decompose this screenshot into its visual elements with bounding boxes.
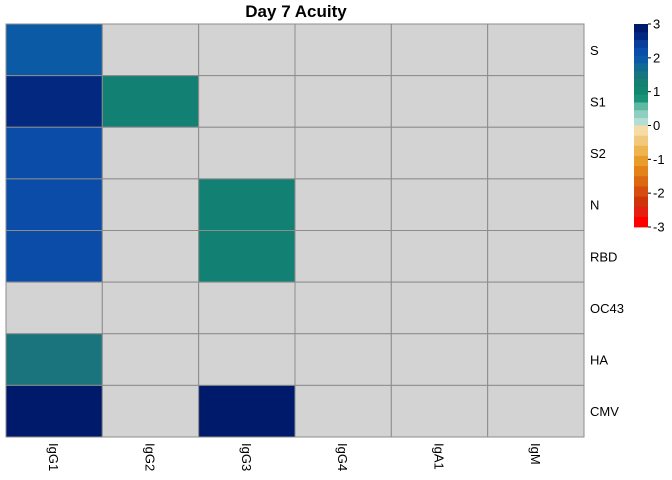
cell-s2-iga1 [390, 126, 489, 180]
legend-swatch-negative [634, 155, 648, 167]
legend-swatch-positive [634, 70, 648, 80]
legend-swatch-positive [634, 102, 648, 111]
cell-ha-igg1 [5, 333, 103, 386]
row-labels: S S1 S2 N RBD OC43 HA CMV [590, 43, 624, 419]
cell-s1-igg1 [5, 75, 103, 128]
column-label-igg4: IgG4 [335, 443, 350, 471]
cell-ha-igg4 [294, 333, 392, 386]
cell-ha-igg2 [101, 333, 200, 386]
cell-s2-igg2 [101, 126, 200, 180]
column-labels: IgG1 IgG2 IgG3 IgG4 IgA1 IgM [46, 443, 543, 471]
cell-s1-igm [487, 75, 585, 128]
cell-cmv-igg2 [101, 384, 200, 438]
column-label-igg1: IgG1 [46, 443, 61, 471]
cell-n-igg4 [294, 178, 392, 231]
cell-rbd-igg3 [198, 230, 296, 283]
cell-s1-igg4 [294, 75, 392, 128]
cell-oc43-iga1 [390, 281, 489, 335]
cell-oc43-igg3 [198, 281, 296, 335]
cell-n-igg2 [101, 178, 200, 231]
cell-s2-igg1 [5, 126, 103, 180]
row-label-s: S [590, 43, 599, 58]
row-label-rbd: RBD [590, 249, 617, 264]
row-label-s2: S2 [590, 146, 606, 161]
heatmap-cells [5, 23, 585, 438]
legend-swatch-positive [634, 63, 648, 72]
cell-s1-igg3 [198, 75, 296, 128]
cell-s-iga1 [390, 23, 489, 77]
cell-cmv-igg3 [198, 384, 296, 438]
legend-swatch-positive [634, 117, 648, 126]
legend-swatch-positive [634, 31, 648, 41]
legend-swatch-negative [634, 176, 648, 187]
cell-s-igm [487, 23, 585, 77]
legend-tick-label: 0 [653, 118, 660, 133]
legend-tick-label: 1 [653, 84, 660, 99]
cell-n-iga1 [390, 178, 489, 231]
legend-tick-label: -2 [653, 186, 665, 201]
cell-s2-igg3 [198, 126, 296, 180]
row-label-n: N [590, 198, 599, 213]
legend-swatch-positive [634, 109, 648, 119]
legend-swatch-positive [634, 39, 648, 48]
legend-swatch-negative [634, 166, 648, 177]
cell-s-igg4 [294, 23, 392, 77]
legend-tick-label: 2 [653, 50, 660, 65]
legend-swatch-positive [634, 94, 648, 103]
legend-tick-label: 3 [653, 17, 660, 32]
legend-swatch-negative [634, 125, 648, 137]
column-label-iga1: IgA1 [432, 443, 447, 470]
legend-swatch-negative [634, 186, 648, 197]
cell-s2-igm [487, 126, 585, 180]
cell-s1-igg2 [101, 75, 200, 128]
cell-rbd-igm [487, 230, 585, 283]
cell-cmv-igg1 [5, 384, 103, 438]
legend-swatch-negative [634, 135, 648, 147]
row-label-ha: HA [590, 353, 608, 368]
cell-n-igm [487, 178, 585, 231]
cell-s-igg1 [5, 23, 103, 77]
cell-s2-igg4 [294, 126, 392, 180]
legend-swatch-positive [634, 78, 648, 87]
legend-swatch-negative [634, 145, 648, 157]
cell-rbd-iga1 [390, 230, 489, 283]
cell-s1-iga1 [390, 75, 489, 128]
cell-n-igg1 [5, 178, 103, 231]
legend-swatch-positive [634, 55, 648, 64]
cell-rbd-igg4 [294, 230, 392, 283]
row-label-oc43: OC43 [590, 301, 624, 316]
legend-swatch-negative [634, 216, 648, 228]
cell-ha-igm [487, 333, 585, 386]
cell-oc43-igm [487, 281, 585, 335]
legend-swatch-positive [634, 47, 648, 56]
legend-tick-label: -3 [653, 220, 665, 235]
cell-ha-iga1 [390, 333, 489, 386]
legend-swatch-negative [634, 206, 648, 218]
column-label-igg3: IgG3 [239, 443, 254, 471]
legend-tick-label: -1 [653, 152, 665, 167]
cell-ha-igg3 [198, 333, 296, 386]
cell-oc43-igg2 [101, 281, 200, 335]
row-label-s1: S1 [590, 94, 606, 109]
chart-title: Day 7 Acuity [245, 2, 347, 21]
cell-s-igg3 [198, 23, 296, 77]
cell-oc43-igg4 [294, 281, 392, 335]
legend-swatch-negative [634, 196, 648, 208]
cell-cmv-iga1 [390, 384, 489, 438]
cell-cmv-igg4 [294, 384, 392, 438]
cell-cmv-igm [487, 384, 585, 438]
cell-rbd-igg2 [101, 230, 200, 283]
cell-s-igg2 [101, 23, 200, 77]
legend-swatch-positive [634, 24, 648, 33]
cell-rbd-igg1 [5, 230, 103, 283]
row-label-cmv: CMV [590, 404, 619, 419]
column-label-igg2: IgG2 [143, 443, 158, 471]
legend-swatch-positive [634, 86, 648, 95]
color-legend: 3 2 1 0 -1 -2 -3 [634, 17, 665, 235]
cell-oc43-igg1 [5, 281, 103, 335]
cell-n-igg3 [198, 178, 296, 231]
column-label-igm: IgM [528, 443, 543, 465]
